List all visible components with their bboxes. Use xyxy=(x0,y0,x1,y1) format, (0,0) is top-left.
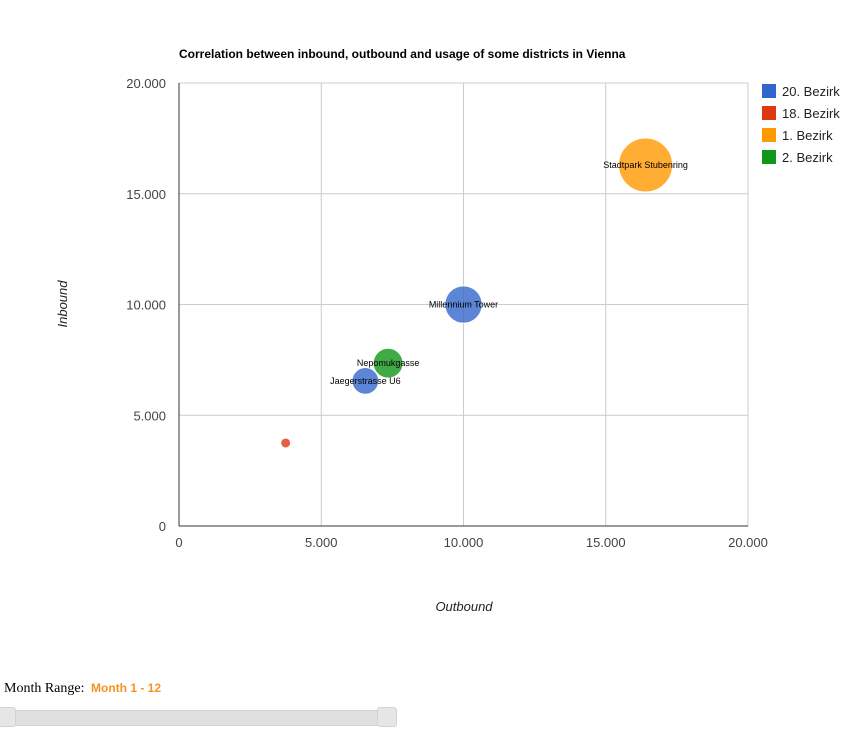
range-start-handle[interactable] xyxy=(0,707,16,727)
bubble-point[interactable] xyxy=(618,137,674,193)
bubble-point[interactable] xyxy=(444,285,483,324)
legend-label: 2. Bezirk xyxy=(782,149,833,165)
x-axis-label: Outbound xyxy=(435,599,493,614)
legend-item[interactable]: 18. Bezirk xyxy=(762,102,840,124)
y-tick-label: 5.000 xyxy=(133,408,166,423)
bubble-label: Jaegerstrasse U6 xyxy=(330,376,401,386)
legend-swatch xyxy=(762,128,776,142)
bubbles: Stadtpark Stubenring Millennium Tower Nepo… xyxy=(280,137,688,449)
chart-legend: 20. Bezirk 18. Bezirk 1. Bezirk 2. Bezirk xyxy=(762,80,840,168)
bubble-label: Millennium Tower xyxy=(429,300,498,310)
range-end-handle[interactable] xyxy=(377,707,397,727)
x-tick-label: 10.000 xyxy=(444,535,484,550)
legend-item[interactable]: 1. Bezirk xyxy=(762,124,840,146)
x-tick-label: 0 xyxy=(175,535,182,550)
bubble-chart: Correlation between inbound, outbound an… xyxy=(55,47,768,614)
bubble-label: Nepomukgasse xyxy=(357,358,420,368)
month-range-value: Month 1 - 12 xyxy=(91,681,162,695)
bubble-point[interactable] xyxy=(372,347,404,379)
legend-label: 18. Bezirk xyxy=(782,105,840,121)
y-axis-label: Inbound xyxy=(55,280,70,328)
x-tick-label: 20.000 xyxy=(728,535,768,550)
chart-title: Correlation between inbound, outbound an… xyxy=(179,47,626,61)
bubble-point[interactable] xyxy=(351,367,380,395)
y-tick-label: 10.000 xyxy=(126,298,166,313)
bubble-label: Stadtpark Stubenring xyxy=(603,160,688,170)
legend-label: 20. Bezirk xyxy=(782,83,840,99)
month-range-row: Month Range: Month 1 - 12 xyxy=(4,681,161,697)
legend-item[interactable]: 2. Bezirk xyxy=(762,146,840,168)
y-tick-label: 0 xyxy=(159,519,166,534)
axis-ticks: 0 5.000 10.000 15.000 20.000 0 5.000 10.000 15.0… xyxy=(126,76,768,550)
bubble-point[interactable] xyxy=(280,437,292,449)
legend-swatch xyxy=(762,150,776,164)
x-tick-label: 15.000 xyxy=(586,535,626,550)
y-tick-label: 15.000 xyxy=(126,187,166,202)
y-tick-label: 20.000 xyxy=(126,76,166,91)
legend-swatch xyxy=(762,84,776,98)
legend-item[interactable]: 20. Bezirk xyxy=(762,80,840,102)
x-tick-label: 5.000 xyxy=(305,535,338,550)
legend-label: 1. Bezirk xyxy=(782,127,833,143)
month-range-label: Month Range: xyxy=(4,681,85,696)
month-range-selection xyxy=(5,711,387,725)
legend-swatch xyxy=(762,106,776,120)
month-range-slider[interactable] xyxy=(0,707,397,727)
